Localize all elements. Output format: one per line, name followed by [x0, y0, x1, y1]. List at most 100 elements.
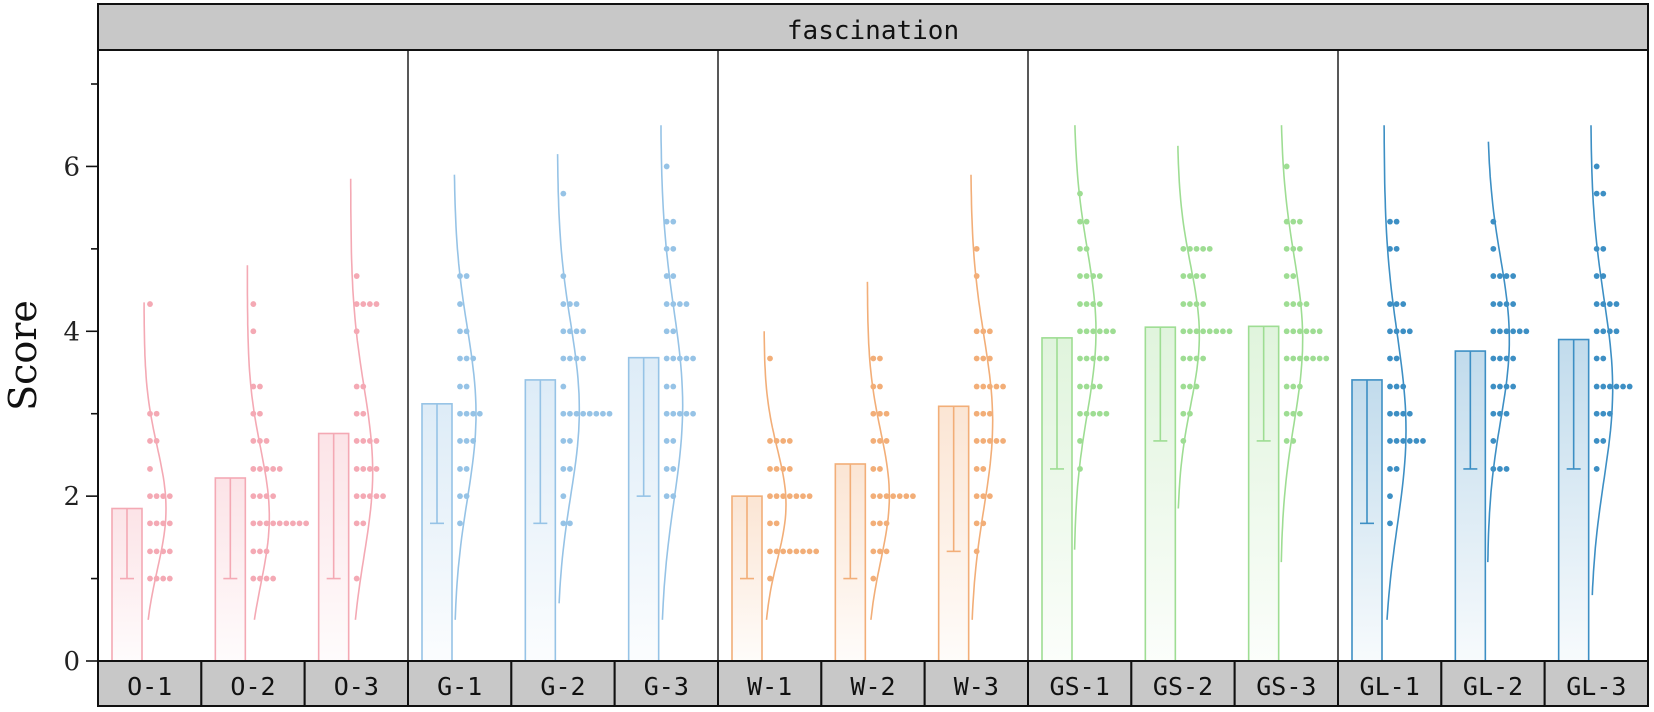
data-point: [1193, 273, 1200, 279]
data-point: [1600, 190, 1607, 197]
category-box: [1027, 660, 1133, 707]
data-point: [153, 410, 160, 417]
data-point: [470, 410, 477, 417]
data-point: [1393, 466, 1400, 472]
data-point: [1096, 301, 1103, 307]
data-point: [1187, 301, 1193, 307]
data-point: [870, 548, 877, 555]
data-point: [1180, 301, 1187, 307]
data-point: [1077, 438, 1083, 444]
data-point: [1296, 218, 1303, 225]
data-point: [870, 575, 877, 582]
data-point: [877, 493, 883, 500]
data-point: [160, 575, 167, 582]
data-point: [263, 438, 270, 444]
data-point: [1490, 410, 1497, 417]
data-point: [676, 410, 683, 417]
density-curve-w-1: [763, 331, 787, 620]
category-box: [820, 660, 926, 707]
data-point: [1593, 163, 1600, 170]
density-curve-gl-2: [1487, 141, 1511, 563]
data-point: [877, 355, 883, 362]
data-point: [1510, 383, 1517, 390]
data-point: [1387, 383, 1393, 390]
data-point: [573, 328, 580, 335]
data-point: [1387, 245, 1393, 252]
data-point: [257, 383, 263, 390]
data-point: [1606, 383, 1613, 390]
data-point: [457, 328, 463, 335]
data-point: [773, 520, 780, 527]
data-point: [1096, 410, 1103, 417]
data-point: [353, 493, 360, 500]
category-label-w-1: W-1: [747, 672, 792, 701]
data-point: [663, 328, 670, 335]
data-point: [276, 520, 283, 527]
data-point: [786, 493, 793, 500]
data-point: [1593, 383, 1600, 390]
data-point: [573, 301, 580, 307]
data-point: [780, 438, 787, 444]
data-point: [560, 410, 567, 417]
data-point: [1406, 438, 1413, 444]
data-point: [1393, 410, 1400, 417]
data-point: [670, 355, 677, 362]
chart-title: fascination: [787, 16, 959, 46]
data-point: [250, 438, 257, 444]
data-point: [373, 493, 380, 500]
data-point: [1490, 301, 1497, 307]
data-point: [1303, 301, 1310, 307]
category-box: [303, 660, 409, 707]
density-curve-g-3: [660, 125, 684, 620]
data-point: [1490, 273, 1497, 279]
data-point: [670, 218, 677, 225]
data-point: [353, 410, 360, 417]
density-curve-o-3: [349, 178, 374, 620]
data-point: [980, 438, 987, 444]
data-point: [353, 273, 360, 279]
data-point: [606, 410, 613, 417]
category-label-gs-3: GS-3: [1256, 672, 1316, 701]
category-box: [510, 660, 616, 707]
data-point: [993, 438, 1000, 444]
density-curve-g-1: [453, 174, 477, 620]
data-point: [353, 575, 360, 582]
data-point: [147, 520, 153, 527]
data-point: [457, 438, 463, 444]
data-point: [973, 520, 980, 527]
data-point: [1303, 328, 1310, 335]
data-point: [463, 438, 470, 444]
data-point: [463, 383, 470, 390]
data-point: [1290, 273, 1297, 279]
data-point: [257, 466, 263, 472]
category-label-o-3: O-3: [334, 672, 379, 701]
data-point: [1490, 438, 1497, 444]
data-point: [250, 575, 257, 582]
data-point: [883, 493, 890, 500]
y-tick-label: 2: [63, 482, 80, 512]
data-point: [813, 548, 820, 555]
data-point: [986, 328, 993, 335]
data-point: [353, 301, 360, 307]
data-point: [676, 301, 683, 307]
data-point: [1077, 410, 1083, 417]
data-point: [1206, 245, 1213, 252]
data-point: [567, 355, 573, 362]
data-point: [670, 328, 677, 335]
data-point: [1077, 383, 1083, 390]
data-point: [353, 383, 360, 390]
data-point: [250, 548, 257, 555]
data-point: [270, 466, 277, 472]
data-point: [1310, 355, 1316, 362]
category-label-gl-3: GL-3: [1566, 672, 1626, 701]
category-box: [1440, 660, 1546, 707]
data-point: [1626, 383, 1633, 390]
data-point: [1180, 355, 1187, 362]
data-point: [560, 355, 567, 362]
data-point: [166, 520, 173, 527]
data-point: [457, 301, 463, 307]
data-point: [257, 548, 263, 555]
data-point: [1490, 355, 1497, 362]
data-point: [1600, 410, 1607, 417]
data-point: [1593, 355, 1600, 362]
